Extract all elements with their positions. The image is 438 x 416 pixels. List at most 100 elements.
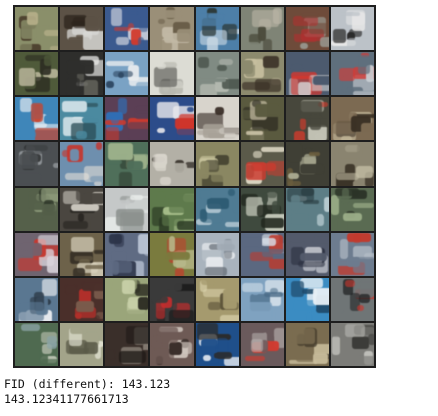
image-blob [25,142,51,154]
image-blob [201,357,219,365]
image-blob [156,102,180,119]
image-blob [300,163,324,174]
sample-image-tile [15,277,59,321]
image-blob [306,311,314,321]
image-blob [83,30,104,50]
image-blob [353,233,361,244]
image-blob [250,252,273,261]
image-blob [135,81,149,96]
image-blob [18,258,42,271]
image-blob [342,311,353,321]
sample-image-tile [15,97,59,141]
image-blob [126,198,149,211]
image-blob [331,331,346,338]
image-blob [201,214,223,223]
image-blob [19,301,44,321]
sample-image-tile [105,97,149,141]
sample-image-tile [195,52,239,96]
image-blob [251,339,263,352]
image-blob [197,56,210,69]
image-blob [258,25,266,42]
image-blob [207,197,229,209]
image-blob [297,82,312,96]
image-blob [85,264,104,270]
image-blob [221,78,239,90]
image-blob [176,129,194,141]
sample-image-tile [105,232,149,276]
image-blob [159,176,172,186]
image-blob [77,71,85,84]
sample-image-tile [105,187,149,231]
sample-image-tile [330,187,374,231]
sample-image-tile [60,97,104,141]
image-blob [128,23,135,34]
image-blob [299,278,324,288]
image-blob [227,85,236,96]
image-blob [361,327,374,338]
image-blob [105,61,134,66]
image-blob [150,118,159,130]
image-blob [135,106,149,114]
image-blob [80,55,100,66]
image-blob [338,142,362,159]
image-blob [49,45,59,51]
image-blob [309,23,329,35]
image-blob [241,283,263,293]
image-blob [293,131,306,141]
image-blob [208,333,232,341]
image-blob [161,9,182,19]
sample-image-tile [60,187,104,231]
image-blob [353,113,374,119]
image-blob [346,86,364,96]
image-blob [352,203,374,208]
image-blob [216,337,228,356]
image-blob [105,200,130,206]
image-blob [351,11,365,31]
sample-image-tile [60,52,104,96]
image-blob [358,293,371,304]
image-blob [93,283,104,300]
sample-image-tile [285,52,329,96]
image-blob [252,151,263,158]
image-blob [224,221,239,228]
image-blob [302,199,319,204]
image-blob [330,39,357,47]
image-blob [41,188,59,203]
sample-image-tile [195,142,239,186]
sample-image-tile [195,232,239,276]
sample-image-tile [195,7,239,51]
image-blob [18,68,35,86]
image-blob [199,161,210,180]
image-blob [261,218,284,228]
image-blob [318,102,329,108]
image-blob [106,159,122,165]
sample-image-tile [150,232,194,276]
image-blob [200,189,212,199]
image-blob [47,336,58,347]
sample-image-tile [105,52,149,96]
sample-image-tile [240,322,284,366]
image-blob [308,151,320,156]
image-blob [44,115,59,124]
image-blob [261,192,269,204]
image-blob [331,195,339,216]
image-blob [126,325,149,344]
image-blob [293,300,317,311]
cell-output: FID (different): 143.123 143.123411776617… [4,377,170,407]
sample-image-tile [195,277,239,321]
image-blob [184,161,194,169]
sample-image-tile [15,7,59,51]
image-blob [357,55,371,75]
image-blob [63,220,88,230]
image-blob [261,341,279,352]
image-blob [85,16,100,32]
image-blob [138,297,149,311]
image-blob [73,267,85,276]
image-blob [269,287,278,294]
image-blob [270,292,281,306]
image-blob [341,75,352,93]
image-blob [21,324,40,331]
image-blob [272,39,284,51]
image-blob [360,123,374,137]
image-blob [355,165,373,179]
